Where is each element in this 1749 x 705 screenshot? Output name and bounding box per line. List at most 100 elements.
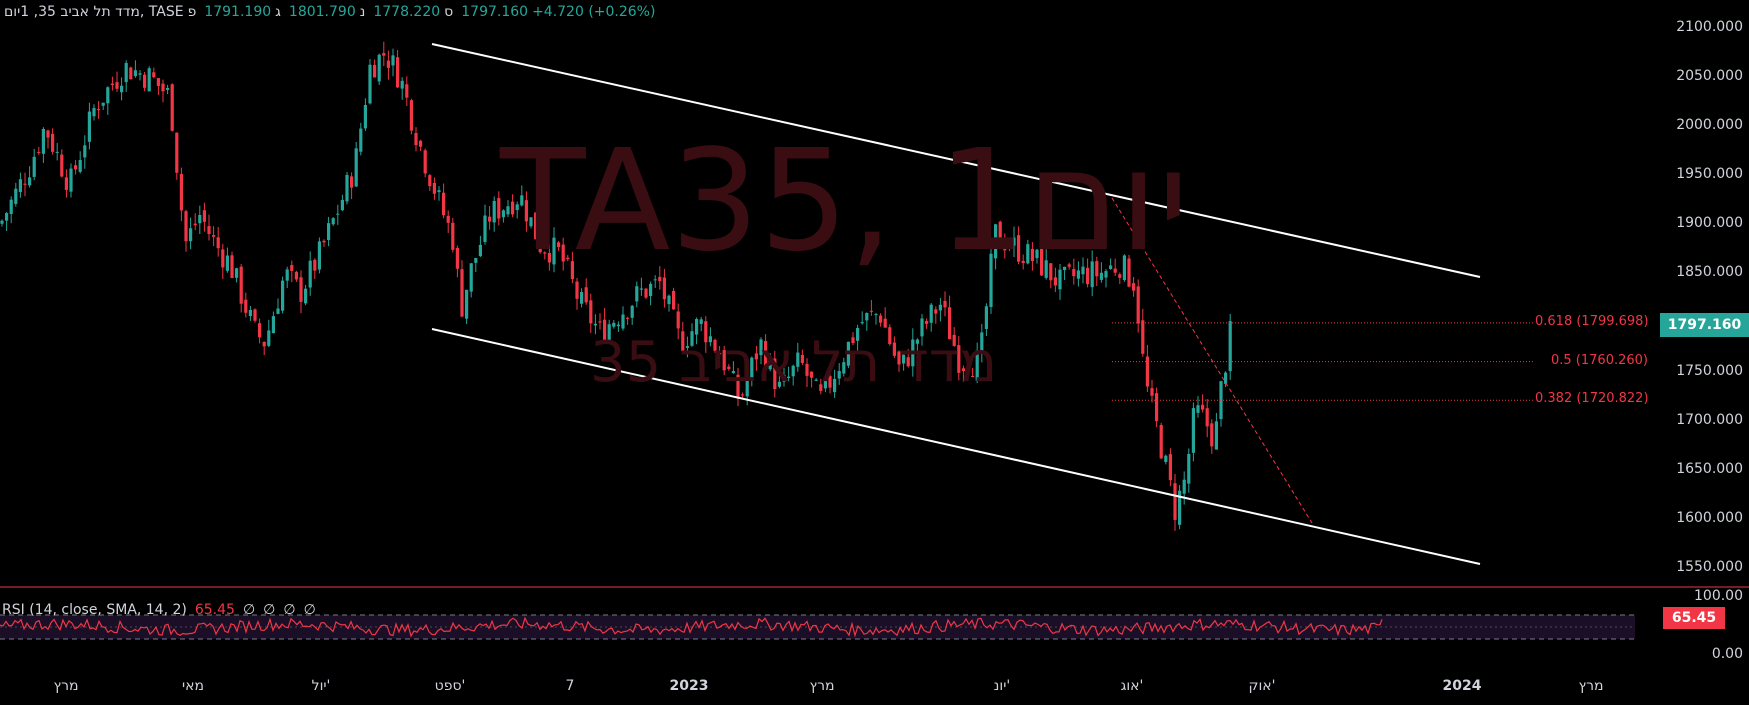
time-tick-label: מרץ: [1578, 678, 1604, 694]
symbol-title[interactable]: מדד תל אביב 35, 1יום, TASE: [4, 4, 184, 20]
candle-body: [722, 350, 726, 371]
candle-body: [741, 394, 745, 396]
candle-body: [432, 182, 436, 194]
candle-body: [446, 215, 450, 223]
candle-body: [1081, 266, 1085, 275]
time-tick-label: אוג': [1120, 678, 1144, 694]
candle-body: [294, 271, 298, 280]
candle-body: [580, 292, 584, 304]
candle-body: [423, 150, 427, 174]
candle-body: [382, 53, 386, 56]
candle-body: [1035, 249, 1039, 259]
price-tick-label: 1550.000: [1676, 559, 1743, 575]
candle-body: [87, 111, 91, 142]
candle-body: [1021, 260, 1025, 264]
candle-body: [948, 307, 952, 340]
candle-body: [1095, 261, 1099, 277]
candle-body: [83, 145, 87, 158]
candle-body: [1067, 264, 1071, 267]
candle-body: [230, 255, 234, 278]
candle-body: [304, 288, 308, 304]
candle-body: [106, 87, 110, 104]
candle-body: [584, 287, 588, 303]
candle-body: [846, 341, 850, 366]
time-tick-label: אוק': [1248, 678, 1276, 694]
candle-body: [336, 213, 340, 215]
candle-body: [1155, 393, 1159, 422]
candle-body: [1173, 483, 1177, 520]
candle-body: [133, 70, 137, 77]
candle-body: [14, 188, 18, 204]
time-tick-label: 2023: [669, 678, 709, 694]
candle-body: [800, 354, 804, 363]
candle-body: [851, 337, 855, 344]
candle-body: [460, 269, 464, 317]
candle-body: [649, 283, 653, 297]
rsi-na-1: ∅: [242, 602, 256, 618]
candle-body: [998, 221, 1002, 246]
candle-body: [906, 357, 910, 367]
candle-body: [782, 374, 786, 382]
candle-body: [9, 199, 13, 214]
candle-body: [975, 350, 979, 381]
candle-body: [552, 237, 556, 265]
candle-body: [1053, 277, 1057, 286]
candle-body: [685, 346, 689, 348]
candle-body: [340, 199, 344, 211]
candle-body: [138, 73, 142, 75]
candle-body: [258, 323, 262, 338]
candle-body: [929, 304, 933, 323]
price-tick-label: 1850.000: [1676, 264, 1743, 281]
watermark-name: מדד תל אביב 35: [590, 330, 998, 395]
candle-body: [543, 252, 547, 254]
candle-body: [773, 358, 777, 390]
candle-body: [777, 381, 781, 387]
candle-body: [156, 78, 160, 86]
rsi-name[interactable]: RSI (14, close, SMA, 14, 2): [2, 602, 187, 618]
candle-body: [879, 315, 883, 323]
candle-body: [1030, 248, 1034, 262]
candle-body: [175, 132, 179, 173]
candle-body: [0, 220, 4, 224]
candle-body: [529, 217, 533, 227]
candle-body: [5, 213, 9, 221]
candle-body: [676, 311, 680, 329]
price-tick-label: 1950.000: [1676, 166, 1743, 183]
candle-body: [561, 244, 565, 262]
candle-body: [1205, 408, 1209, 427]
candle-body: [368, 64, 372, 104]
candle-body: [842, 362, 846, 374]
candle-body: [1118, 274, 1122, 278]
candle-body: [409, 100, 413, 131]
candle-body: [322, 240, 326, 243]
candle-body: [598, 321, 602, 323]
candle-body: [442, 192, 446, 216]
candle-body: [92, 108, 96, 117]
candle-body: [1058, 269, 1062, 290]
candle-body: [511, 201, 515, 215]
candle-body: [626, 317, 630, 319]
candle-body: [708, 336, 712, 343]
candle-body: [658, 276, 662, 282]
candle-body: [971, 376, 975, 378]
time-tick-label: 7: [565, 678, 575, 694]
candle-body: [810, 371, 814, 378]
rsi-line: [0, 616, 1383, 638]
candle-body: [911, 339, 915, 367]
candle-body: [915, 339, 919, 344]
candle-body: [750, 357, 754, 378]
candle-body: [865, 313, 869, 321]
candle-body: [759, 339, 763, 356]
candle-body: [557, 242, 561, 248]
price-tick-label: 2000.000: [1676, 117, 1743, 134]
candle-body: [428, 175, 432, 187]
candle-body: [938, 304, 942, 311]
rsi-value-badge: 65.45: [1663, 607, 1725, 629]
candle-body: [478, 244, 482, 257]
candle-body: [920, 318, 924, 337]
candle-body: [1191, 408, 1195, 453]
candle-body: [359, 128, 363, 152]
candle-body: [497, 198, 501, 219]
candle-body: [768, 356, 772, 370]
